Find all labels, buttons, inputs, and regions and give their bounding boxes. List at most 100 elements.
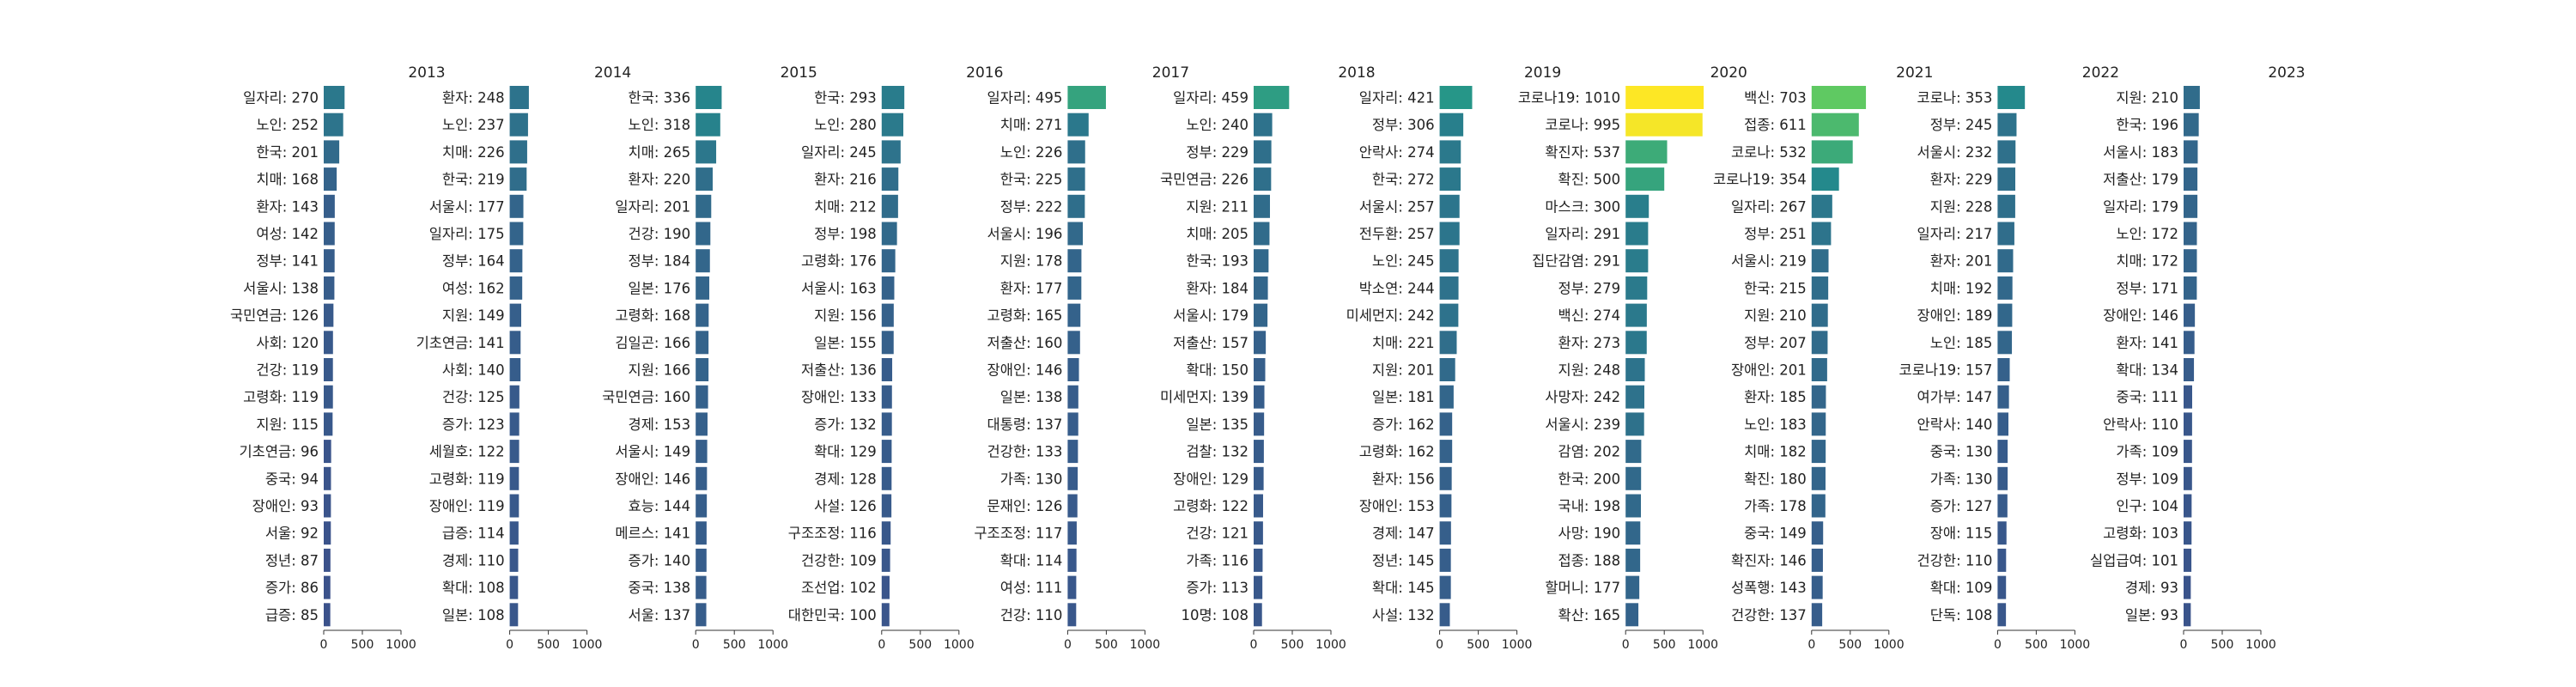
bar: [1997, 249, 2014, 273]
bar-label: 환자: 156: [1372, 471, 1435, 487]
bar: [1067, 412, 1078, 436]
bar-label: 정부: 141: [256, 253, 319, 270]
bar-label: 인구: 104: [2116, 498, 2178, 514]
bar-label: 서울시: 232: [1917, 144, 1993, 161]
bar-label: 한국: 336: [629, 90, 691, 106]
bar-label: 장애인: 119: [429, 498, 505, 514]
bar: [881, 112, 903, 137]
bar-label: 지원: 149: [442, 307, 505, 324]
bar: [1811, 167, 1839, 192]
bar-label: 사회: 120: [256, 335, 319, 351]
bar-label: 치매: 221: [1372, 335, 1435, 351]
bar-label: 경제: 153: [629, 416, 691, 433]
bar-label: 환자: 248: [442, 90, 505, 106]
bar-label: 확대: 134: [2116, 362, 2178, 379]
bar-label: 확대: 145: [1372, 580, 1435, 596]
bar-label: 10명: 108: [1182, 607, 1249, 623]
bar-label: 증가: 132: [814, 416, 877, 433]
x-tick-label: 1000: [1130, 638, 1161, 652]
bar: [1625, 140, 1668, 164]
bar: [2184, 86, 2200, 109]
bar: [1811, 440, 1826, 464]
bar: [324, 140, 340, 164]
bar: [1811, 331, 1828, 355]
bar: [1625, 112, 1703, 137]
bar: [1997, 521, 2007, 545]
bar: [2184, 331, 2195, 355]
x-tick-label: 500: [723, 638, 746, 652]
bar-label: 치매: 172: [2116, 253, 2178, 270]
bar-label: 환자: 220: [629, 172, 691, 188]
bar: [324, 358, 333, 381]
bar-label: 환자: 177: [1000, 280, 1063, 296]
bar: [881, 385, 892, 409]
bar: [509, 385, 519, 409]
bar: [696, 385, 708, 409]
bar: [696, 603, 707, 627]
bar: [1811, 385, 1826, 409]
bar-label: 정부: 251: [1744, 226, 1807, 242]
bar-label: 서울시: 196: [987, 226, 1063, 242]
bar-label: 정부: 164: [442, 253, 505, 270]
bar-label: 접종: 188: [1558, 552, 1621, 568]
bar: [2184, 140, 2198, 164]
bar: [1439, 194, 1460, 218]
bar-label: 코로나: 532: [1731, 144, 1807, 161]
bar-label: 확대: 150: [1186, 362, 1249, 379]
bar: [696, 494, 708, 518]
bar: [881, 303, 894, 327]
bar: [2184, 466, 2192, 490]
bar-label: 검찰: 132: [1186, 444, 1249, 460]
bar: [1811, 603, 1823, 627]
bar: [324, 466, 331, 490]
bar-label: 사설: 132: [1372, 607, 1435, 623]
bar: [1254, 303, 1268, 327]
x-tick-label: 0: [1807, 638, 1815, 652]
bar-label: 일본: 176: [629, 280, 691, 296]
panel-2020: 2020 코로나19: 1010 코로나: 995 확진자: 537 확진: 500 마스…: [1518, 64, 1747, 652]
bar: [696, 440, 708, 464]
bar: [1997, 86, 2026, 109]
bar-label: 경제: 147: [1372, 526, 1435, 542]
x-tick-label: 0: [1250, 638, 1258, 652]
bar: [696, 86, 722, 109]
bar: [324, 521, 331, 545]
bar: [881, 331, 894, 355]
bar-label: 정년: 87: [265, 552, 319, 568]
x-tick-label: 500: [537, 638, 560, 652]
bar: [1811, 412, 1826, 436]
bar: [509, 331, 521, 355]
bar: [1439, 331, 1457, 355]
bar-label: 코로나19: 157: [1899, 362, 1993, 379]
bar: [1254, 249, 1269, 273]
bar: [1254, 112, 1273, 137]
bar-label: 감염: 202: [1558, 444, 1621, 460]
bar-label: 중국: 138: [629, 580, 691, 596]
bar-label: 장애인: 189: [1917, 307, 1993, 324]
bar-label: 장애인: 146: [615, 471, 690, 487]
x-tick-label: 1000: [944, 638, 975, 652]
bar-label: 경제: 128: [814, 471, 877, 487]
bar-label: 증가: 127: [1930, 498, 1993, 514]
bar-label: 한국: 272: [1372, 172, 1435, 188]
bar-label: 환자: 143: [256, 198, 319, 215]
bar: [1254, 276, 1268, 300]
bar: [1067, 603, 1077, 627]
bar: [1439, 249, 1459, 273]
bar-label: 확진자: 537: [1545, 144, 1620, 161]
x-tick-label: 0: [1064, 638, 1072, 652]
bar-label: 일본: 135: [1186, 416, 1249, 433]
bar-label: 저출산: 160: [987, 335, 1063, 351]
bar: [1625, 194, 1649, 218]
x-tick-label: 500: [351, 638, 374, 652]
bar-label: 환자: 201: [1930, 253, 1993, 270]
bar-label: 정부: 306: [1372, 117, 1435, 133]
bar-label: 한국: 201: [256, 144, 319, 161]
bar-label: 세월호: 122: [429, 444, 505, 460]
bar-label: 서울시: 179: [1173, 307, 1249, 324]
bar-label: 저출산: 136: [801, 362, 877, 379]
bar-label: 기초연금: 96: [239, 444, 319, 460]
bar: [2184, 303, 2196, 327]
bar-label: 정부: 222: [1000, 198, 1063, 215]
bar: [1997, 140, 2016, 164]
